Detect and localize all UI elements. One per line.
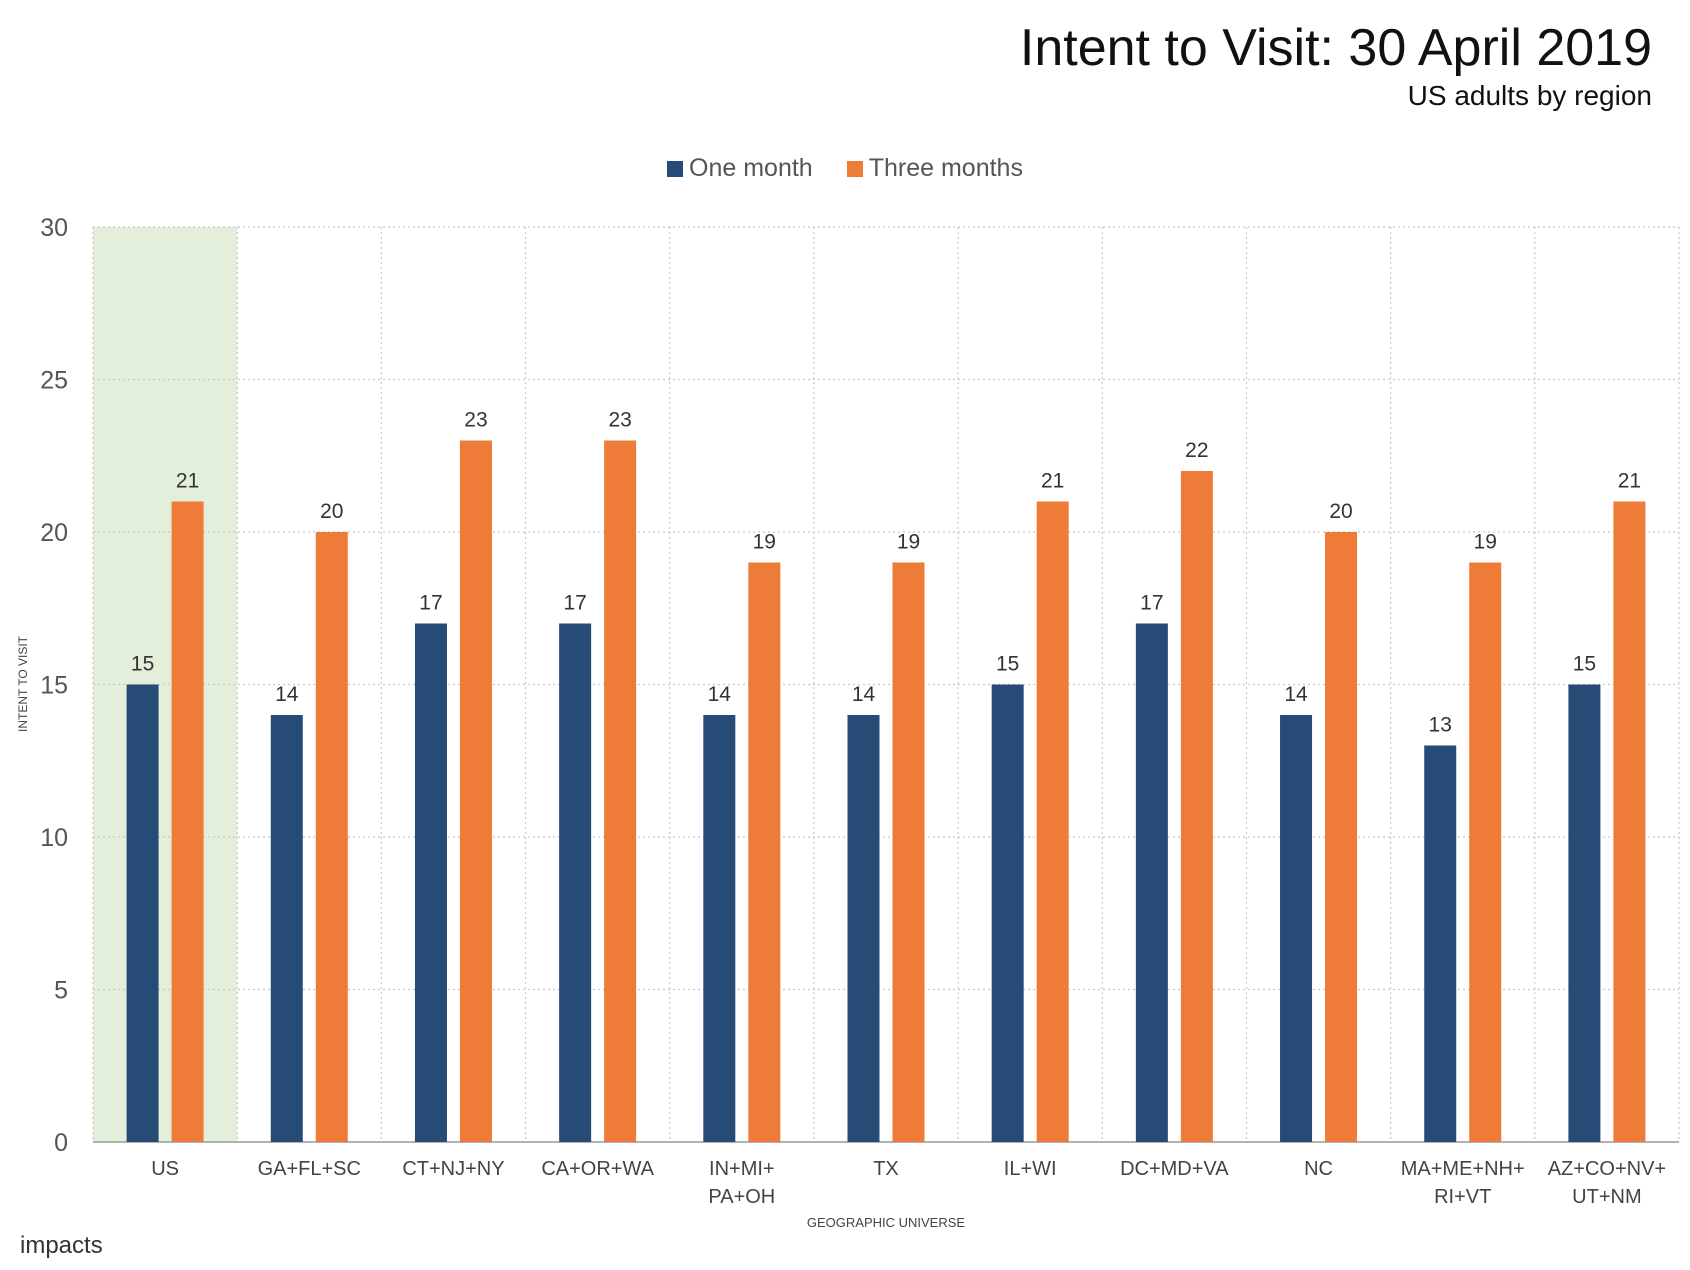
bar-one-month: [1568, 684, 1601, 1142]
x-tick-label: CT+NJ+NY: [402, 1158, 504, 1180]
bar-one-month: [414, 623, 447, 1142]
bar-three-months: [1036, 501, 1069, 1142]
bar-three-months: [748, 562, 781, 1142]
x-tick-label: MA+ME+NH+: [1401, 1158, 1525, 1180]
x-tick-label: CA+OR+WA: [541, 1158, 654, 1180]
bar-one-month: [703, 715, 736, 1142]
bar-one-month: [1424, 745, 1457, 1142]
x-tick-label: NC: [1304, 1158, 1333, 1180]
data-label: 23: [608, 409, 631, 432]
bar-three-months: [892, 562, 925, 1142]
bar-three-months: [1613, 501, 1646, 1142]
bar-one-month: [1280, 715, 1313, 1142]
data-label: 19: [1474, 531, 1497, 554]
y-tick-label: 0: [54, 1129, 68, 1157]
y-tick-label: 30: [40, 214, 68, 242]
x-tick-label: US: [151, 1158, 179, 1180]
legend-label-three-months: Three months: [868, 154, 1023, 182]
legend-item-three-months: Three months: [846, 154, 1023, 183]
data-label: 21: [1618, 470, 1641, 493]
bar-one-month: [559, 623, 592, 1142]
bar-one-month: [991, 684, 1024, 1142]
chart-title: Intent to Visit: 30 April 2019: [1019, 19, 1652, 77]
data-label: 17: [419, 592, 442, 615]
bar-one-month: [847, 715, 880, 1142]
bar-three-months: [604, 440, 637, 1142]
x-tick-label: UT+NM: [1572, 1186, 1641, 1208]
legend: One month Three months: [0, 154, 1690, 183]
legend-swatch-three-months: [846, 160, 863, 177]
bar-three-months: [1180, 471, 1213, 1142]
y-tick-label: 5: [54, 977, 68, 1005]
bar-one-month: [1135, 623, 1168, 1142]
data-label: 15: [131, 653, 154, 676]
x-axis-title: GEOGRAPHIC UNIVERSE: [807, 1215, 966, 1230]
bar-three-months: [315, 532, 348, 1142]
bar-one-month: [126, 684, 159, 1142]
data-label: 13: [1429, 714, 1452, 737]
x-tick-label: IL+WI: [1004, 1158, 1057, 1180]
y-tick-label: 10: [40, 824, 68, 852]
legend-label-one-month: One month: [689, 154, 813, 182]
x-tick-label: TX: [873, 1158, 899, 1180]
data-label: 14: [1284, 683, 1308, 706]
y-tick-label: 20: [40, 519, 68, 547]
data-label: 17: [563, 592, 586, 615]
x-tick-label: GA+FL+SC: [258, 1158, 361, 1180]
data-label: 20: [1329, 500, 1352, 523]
legend-item-one-month: One month: [667, 154, 813, 183]
x-tick-label: IN+MI+: [709, 1158, 775, 1180]
data-label: 17: [1140, 592, 1163, 615]
data-label: 14: [275, 683, 299, 706]
data-label: 21: [176, 470, 199, 493]
data-label: 22: [1185, 439, 1208, 462]
data-label: 23: [464, 409, 487, 432]
bar-three-months: [171, 501, 204, 1142]
x-tick-label: DC+MD+VA: [1120, 1158, 1229, 1180]
bar-three-months: [1325, 532, 1358, 1142]
chart-subtitle: US adults by region: [1407, 80, 1652, 111]
y-axis-title: INTENT TO VISIT: [16, 635, 30, 732]
impacts-logo: impacts: [20, 1232, 103, 1259]
data-label: 19: [753, 531, 776, 554]
bar-three-months: [1469, 562, 1502, 1142]
data-label: 14: [708, 683, 732, 706]
data-label: 19: [897, 531, 920, 554]
data-label: 14: [852, 683, 876, 706]
bar-one-month: [270, 715, 303, 1142]
legend-swatch-one-month: [667, 160, 684, 177]
bar-three-months: [459, 440, 492, 1142]
x-tick-label: AZ+CO+NV+: [1548, 1158, 1666, 1180]
x-tick-label: PA+OH: [708, 1186, 775, 1208]
x-tick-label: RI+VT: [1434, 1186, 1491, 1208]
data-label: 20: [320, 500, 343, 523]
y-tick-label: 25: [40, 367, 68, 395]
data-label: 15: [996, 653, 1019, 676]
data-label: 21: [1041, 470, 1064, 493]
y-tick-label: 15: [40, 672, 68, 700]
data-label: 15: [1573, 653, 1596, 676]
